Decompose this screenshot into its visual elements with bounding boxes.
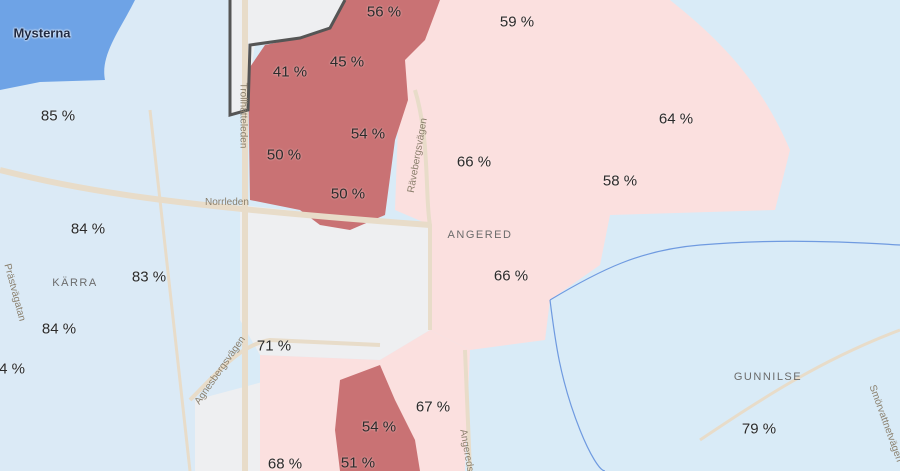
percent-label[interactable]: 79 %: [741, 420, 777, 438]
percent-label[interactable]: 68 %: [267, 455, 303, 471]
road-gunnilse: [699, 328, 900, 442]
place-karra: KÄRRA: [52, 277, 98, 289]
percent-label[interactable]: 84 %: [70, 220, 106, 238]
area-red-north: [248, 0, 440, 230]
river-south: [549, 299, 606, 471]
percent-label[interactable]: 64 %: [658, 110, 694, 128]
road-ravebergsvagen: [413, 89, 432, 330]
percent-label[interactable]: 50 %: [266, 146, 302, 164]
percent-label[interactable]: 51 %: [340, 454, 376, 471]
road-norrleden: [0, 167, 431, 228]
place-mysterna: Mysterna: [13, 25, 71, 41]
percent-label[interactable]: 59 %: [499, 13, 535, 31]
percent-label[interactable]: 66 %: [456, 153, 492, 171]
road-angeredsvagen: [463, 349, 472, 471]
percent-label[interactable]: 58 %: [602, 172, 638, 190]
municipal-boundary: [228, 0, 347, 117]
place-gunnilse: GUNNILSE: [733, 371, 803, 383]
area-gray-south: [195, 380, 270, 471]
percent-label[interactable]: 66 %: [493, 267, 529, 285]
place-angered: ANGERED: [447, 229, 513, 241]
area-gray-middle: [240, 205, 430, 360]
percent-label[interactable]: 84 %: [41, 320, 77, 338]
road-label-trollhatteleden: Trollhätteleden: [237, 82, 249, 149]
road-agnesbergsvagen: [188, 337, 381, 402]
percent-label[interactable]: 56 %: [366, 3, 402, 21]
percent-label[interactable]: 67 %: [415, 398, 451, 416]
area-red-south: [335, 365, 420, 471]
percent-label[interactable]: 85 %: [40, 107, 76, 125]
percent-label[interactable]: 41 %: [272, 63, 308, 81]
percent-label[interactable]: 54 %: [350, 125, 386, 143]
area-mysterna: [0, 0, 135, 90]
percent-label[interactable]: 83 %: [131, 268, 167, 286]
percent-label[interactable]: 4 %: [0, 360, 25, 378]
percent-label[interactable]: 45 %: [329, 53, 365, 71]
percent-label[interactable]: 54 %: [361, 418, 397, 436]
road-label-norrleden: Norrleden: [205, 197, 249, 208]
area-gray-north: [230, 0, 345, 115]
road-west: [148, 109, 192, 471]
percent-label[interactable]: 50 %: [330, 185, 366, 203]
area-angered: [395, 0, 790, 350]
percent-label[interactable]: 71 %: [256, 337, 292, 355]
river: [549, 240, 900, 301]
area-karra: [0, 0, 230, 471]
